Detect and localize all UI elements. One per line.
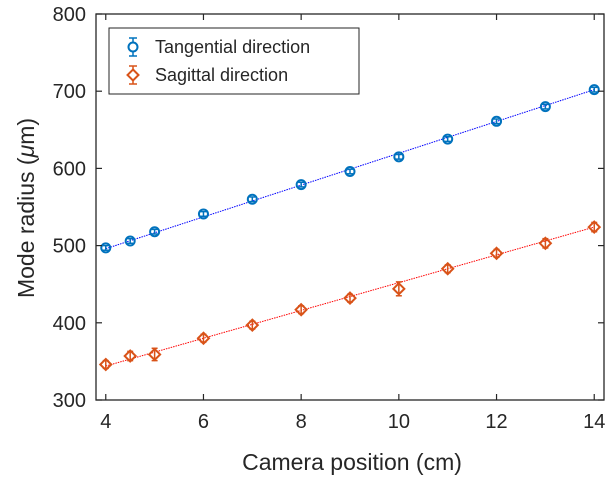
data-point [440, 261, 455, 276]
data-point [98, 357, 113, 372]
legend-marker-diamond [126, 68, 140, 82]
plot-area [98, 84, 602, 372]
marker-circle [197, 208, 209, 220]
data-point [123, 349, 138, 363]
data-point [295, 179, 307, 191]
x-tick-label: 4 [100, 411, 111, 433]
data-point [149, 226, 161, 238]
data-point [147, 347, 162, 362]
data-point [391, 281, 406, 297]
marker-circle [124, 235, 136, 247]
legend-entry: Sagittal direction [126, 65, 288, 85]
marker-circle [539, 101, 551, 113]
marker-diamond [245, 318, 260, 333]
data-point [539, 101, 551, 113]
data-point [442, 133, 454, 145]
x-tick-label: 6 [198, 411, 209, 433]
y-tick-label: 600 [53, 158, 86, 180]
marker-diamond [587, 220, 602, 234]
y-tick-label: 400 [53, 313, 86, 335]
marker-circle [149, 226, 161, 238]
data-point [246, 193, 258, 205]
data-point [587, 220, 602, 234]
x-tick-label: 10 [388, 411, 410, 433]
data-point [343, 291, 357, 306]
marker-diamond [294, 302, 309, 317]
marker-diamond [196, 331, 211, 346]
y-tick-label: 700 [53, 81, 86, 103]
marker-circle [491, 115, 503, 127]
x-tick-label: 8 [296, 411, 307, 433]
axes-box [95, 13, 605, 401]
legend: Tangential direction Sagittal direction [108, 27, 360, 95]
legend-box [108, 27, 360, 95]
data-point [489, 246, 504, 261]
data-point [124, 235, 136, 247]
marker-diamond [489, 246, 504, 261]
marker-diamond [343, 291, 357, 306]
marker-circle [344, 165, 356, 177]
marker-diamond [538, 236, 553, 251]
y-tick-label: 300 [53, 390, 86, 412]
legend-label: Tangential direction [155, 37, 310, 57]
marker-diamond [123, 349, 138, 363]
marker-diamond [98, 357, 113, 372]
axes: 4 6 8 10 12 14 300 400 500 600 700 800 [53, 4, 605, 433]
data-point [197, 208, 209, 220]
x-axis-label: Camera position (cm) [242, 449, 462, 475]
marker-circle [588, 84, 600, 96]
marker-circle [100, 242, 112, 254]
data-point [538, 236, 553, 251]
x-tick-label: 12 [485, 411, 507, 433]
data-point [588, 84, 600, 96]
y-tick-label: 500 [53, 236, 86, 258]
y-axis-label: Mode radius (μm) [13, 118, 39, 298]
data-point [196, 331, 211, 346]
data-point [294, 302, 309, 317]
marker-diamond [440, 261, 455, 276]
legend-label: Sagittal direction [155, 65, 288, 85]
legend-marker-circle [127, 41, 139, 53]
data-point [245, 318, 260, 333]
marker-diamond [391, 281, 406, 296]
legend-entry: Tangential direction [127, 37, 310, 57]
data-point [100, 242, 112, 254]
marker-circle [442, 133, 454, 145]
x-tick-label: 14 [583, 411, 605, 433]
marker-circle [393, 151, 405, 163]
fit-line-0 [105, 89, 595, 250]
data-point [491, 115, 503, 127]
y-tick-label: 800 [53, 4, 86, 26]
marker-circle [295, 179, 307, 191]
marker-circle [246, 193, 258, 205]
data-point [344, 165, 356, 177]
marker-diamond [147, 347, 162, 362]
data-point [393, 151, 405, 163]
